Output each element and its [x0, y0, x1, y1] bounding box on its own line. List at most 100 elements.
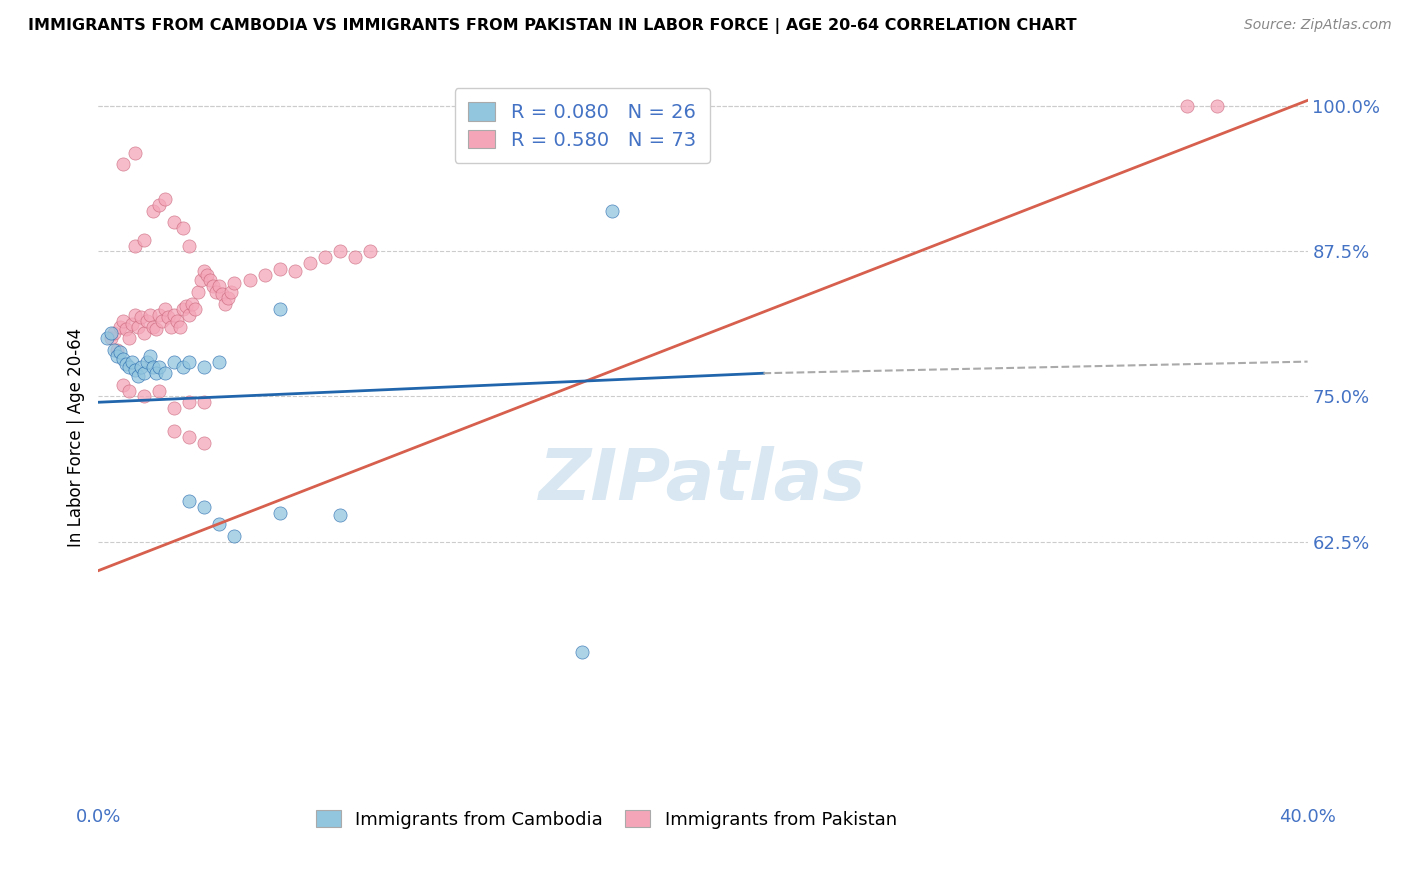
Point	[193, 360, 215, 375]
Point	[156, 310, 179, 325]
Point	[344, 250, 367, 264]
Point	[208, 517, 231, 532]
Point	[111, 377, 134, 392]
Point	[190, 273, 212, 287]
Point	[132, 233, 155, 247]
Point	[163, 401, 186, 415]
Point	[193, 264, 215, 278]
Point	[132, 389, 155, 403]
Point	[329, 508, 352, 522]
Point	[111, 352, 134, 367]
Point	[160, 319, 183, 334]
Point	[217, 291, 239, 305]
Point	[150, 314, 173, 328]
Point	[142, 360, 165, 375]
Point	[124, 308, 146, 322]
Point	[269, 506, 291, 520]
Point	[153, 192, 176, 206]
Point	[114, 322, 136, 336]
Point	[135, 314, 157, 328]
Point	[142, 319, 165, 334]
Point	[205, 285, 228, 299]
Point	[163, 424, 186, 438]
Point	[284, 264, 307, 278]
Point	[299, 256, 322, 270]
Point	[100, 326, 122, 340]
Point	[100, 331, 122, 345]
Point	[179, 494, 201, 508]
Point	[132, 366, 155, 380]
Point	[135, 354, 157, 368]
Point	[118, 331, 141, 345]
Point	[214, 296, 236, 310]
Point	[172, 360, 194, 375]
Point	[179, 395, 201, 409]
Point	[118, 360, 141, 375]
Point	[121, 354, 143, 368]
Point	[224, 529, 246, 543]
Point	[571, 645, 593, 659]
Point	[1175, 99, 1198, 113]
Point	[179, 430, 201, 444]
Point	[145, 366, 167, 380]
Point	[224, 276, 246, 290]
Point	[127, 368, 149, 383]
Point	[163, 215, 186, 229]
Point	[129, 310, 152, 325]
Point	[153, 366, 176, 380]
Legend: Immigrants from Cambodia, Immigrants from Pakistan: Immigrants from Cambodia, Immigrants fro…	[307, 801, 905, 838]
Point	[193, 500, 215, 514]
Point	[172, 302, 194, 317]
Point	[103, 343, 125, 357]
Point	[208, 354, 231, 368]
Text: ZIPatlas: ZIPatlas	[540, 447, 866, 516]
Text: Source: ZipAtlas.com: Source: ZipAtlas.com	[1244, 18, 1392, 32]
Point	[108, 319, 131, 334]
Point	[111, 314, 134, 328]
Point	[202, 279, 225, 293]
Point	[103, 326, 125, 340]
Point	[148, 308, 170, 322]
Point	[142, 203, 165, 218]
Point	[184, 302, 207, 317]
Point	[253, 268, 276, 282]
Point	[121, 318, 143, 332]
Point	[129, 360, 152, 375]
Point	[179, 238, 201, 252]
Point	[139, 349, 162, 363]
Text: IMMIGRANTS FROM CAMBODIA VS IMMIGRANTS FROM PAKISTAN IN LABOR FORCE | AGE 20-64 : IMMIGRANTS FROM CAMBODIA VS IMMIGRANTS F…	[28, 18, 1077, 34]
Point	[179, 308, 201, 322]
Point	[124, 238, 146, 252]
Point	[166, 314, 188, 328]
Point	[181, 296, 204, 310]
Point	[118, 384, 141, 398]
Point	[1206, 99, 1229, 113]
Point	[153, 302, 176, 317]
Point	[329, 244, 352, 259]
Point	[239, 273, 262, 287]
Point	[269, 261, 291, 276]
Point	[187, 285, 209, 299]
Point	[360, 244, 382, 259]
Point	[208, 279, 231, 293]
Point	[200, 273, 222, 287]
Point	[193, 436, 215, 450]
Point	[108, 345, 131, 359]
Point	[163, 308, 186, 322]
Point	[269, 302, 291, 317]
Point	[174, 299, 197, 313]
Point	[139, 308, 162, 322]
Point	[148, 198, 170, 212]
Point	[148, 384, 170, 398]
Point	[221, 285, 243, 299]
Point	[105, 343, 128, 357]
Point	[132, 326, 155, 340]
Point	[124, 363, 146, 377]
Point	[105, 349, 128, 363]
Point	[211, 287, 233, 301]
Y-axis label: In Labor Force | Age 20-64: In Labor Force | Age 20-64	[66, 327, 84, 547]
Point	[195, 268, 218, 282]
Point	[193, 395, 215, 409]
Point	[148, 360, 170, 375]
Point	[169, 319, 191, 334]
